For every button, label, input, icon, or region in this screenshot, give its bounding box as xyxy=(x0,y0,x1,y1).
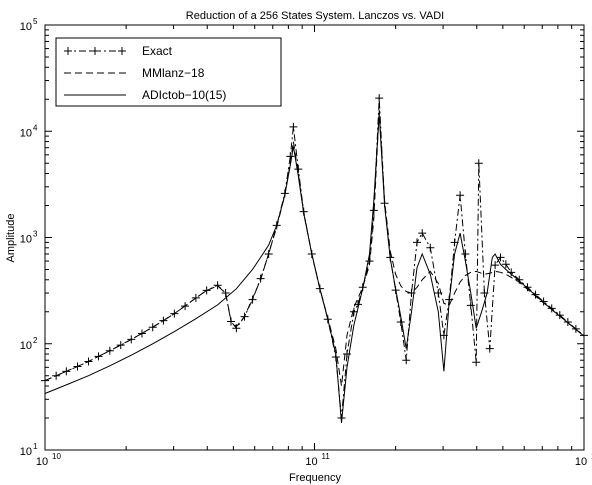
legend-marker xyxy=(64,47,72,55)
data-point-marker xyxy=(472,358,481,367)
y-tick-label-exponent: 5 xyxy=(33,17,38,26)
data-point-marker xyxy=(461,249,470,258)
data-point-marker xyxy=(294,165,303,174)
series-line xyxy=(44,109,585,387)
legend-label: ADIctob−10(15) xyxy=(142,88,226,102)
data-point-marker xyxy=(375,94,384,103)
data-point-marker xyxy=(127,335,136,344)
chart-title: Reduction of a 256 States System. Lanczo… xyxy=(186,10,444,22)
x-tick-label-exponent: 10 xyxy=(52,452,61,461)
y-tick-label: 10 xyxy=(20,446,32,458)
y-tick-label-exponent: 2 xyxy=(33,336,38,345)
data-point-marker xyxy=(426,243,435,252)
data-point-marker xyxy=(418,229,427,238)
x-tick-label: 10 xyxy=(36,456,48,468)
data-point-marker xyxy=(501,260,510,269)
data-point-marker xyxy=(555,311,564,320)
series-0 xyxy=(41,94,588,423)
axis-ticks: 101010111012101102103104105 xyxy=(20,17,592,468)
legend-marker xyxy=(118,47,126,55)
series-1 xyxy=(44,109,585,387)
data-point-marker xyxy=(232,324,241,333)
data-point-marker xyxy=(289,122,298,131)
y-tick-label-exponent: 1 xyxy=(33,442,38,451)
y-tick-label-exponent: 3 xyxy=(33,230,38,239)
data-point-marker xyxy=(349,307,358,316)
series-line xyxy=(44,98,585,419)
data-point-marker xyxy=(402,356,411,365)
legend-label: Exact xyxy=(142,44,173,58)
data-point-marker xyxy=(496,253,505,262)
x-tick-label-exponent: 11 xyxy=(322,452,331,461)
x-tick-label: 10 xyxy=(305,456,317,468)
data-point-marker xyxy=(148,323,157,332)
legend-label: MMlanz−18 xyxy=(142,66,205,80)
y-tick-label-exponent: 4 xyxy=(33,123,38,132)
y-tick-label: 10 xyxy=(20,234,32,246)
data-point-marker xyxy=(580,331,588,340)
y-tick-label: 10 xyxy=(20,21,32,33)
data-point-marker xyxy=(474,159,483,168)
data-point-marker xyxy=(456,191,465,200)
x-tick-label: 10 xyxy=(575,456,587,468)
series-layer xyxy=(41,94,588,423)
legend: Exact MMlanz−18 ADIctob−10(15) xyxy=(55,37,282,107)
y-tick-label: 10 xyxy=(20,127,32,139)
data-point-marker xyxy=(547,304,556,313)
data-point-marker xyxy=(286,152,295,161)
data-point-marker xyxy=(485,344,494,353)
x-axis-label: Frequency xyxy=(289,472,341,484)
legend-marker xyxy=(91,47,99,55)
data-point-marker xyxy=(137,329,146,338)
data-point-marker xyxy=(539,297,548,306)
data-point-marker xyxy=(466,301,475,310)
y-axis-label: Amplitude xyxy=(5,214,17,263)
y-tick-label: 10 xyxy=(20,340,32,352)
data-point-marker xyxy=(531,290,540,299)
data-point-marker xyxy=(213,281,222,290)
series-2 xyxy=(44,114,585,423)
data-point-marker xyxy=(491,261,500,270)
data-point-marker xyxy=(202,286,211,295)
series-line xyxy=(44,114,585,423)
data-point-marker xyxy=(412,238,421,247)
data-point-marker xyxy=(191,293,200,302)
